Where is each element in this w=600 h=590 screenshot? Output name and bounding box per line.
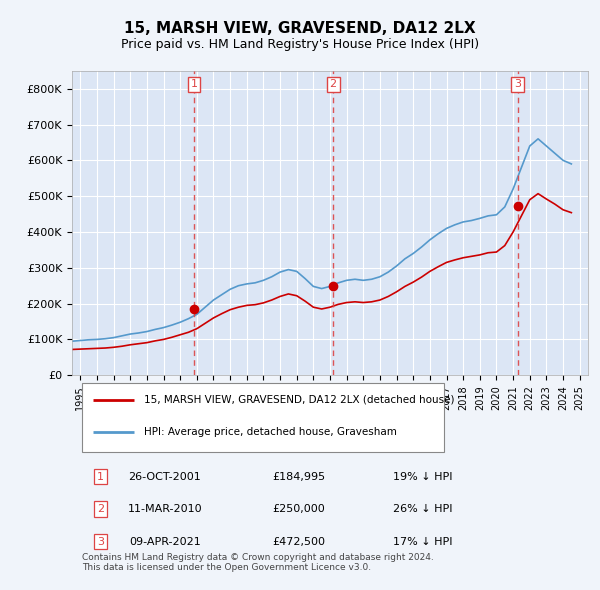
Text: £184,995: £184,995 [272,472,326,481]
Text: £250,000: £250,000 [272,504,325,514]
Text: £472,500: £472,500 [272,537,326,547]
Text: 2: 2 [329,80,337,90]
Text: 1: 1 [97,472,104,481]
Text: HPI: Average price, detached house, Gravesham: HPI: Average price, detached house, Grav… [144,427,397,437]
Text: 19% ↓ HPI: 19% ↓ HPI [393,472,452,481]
Text: 26-OCT-2001: 26-OCT-2001 [128,472,201,481]
Text: 3: 3 [514,80,521,90]
Text: 26% ↓ HPI: 26% ↓ HPI [393,504,452,514]
Text: 17% ↓ HPI: 17% ↓ HPI [393,537,452,547]
Text: Price paid vs. HM Land Registry's House Price Index (HPI): Price paid vs. HM Land Registry's House … [121,38,479,51]
Text: 1: 1 [190,80,197,90]
Text: Contains HM Land Registry data © Crown copyright and database right 2024.
This d: Contains HM Land Registry data © Crown c… [82,553,434,572]
Text: 15, MARSH VIEW, GRAVESEND, DA12 2LX (detached house): 15, MARSH VIEW, GRAVESEND, DA12 2LX (det… [144,395,455,405]
Text: 15, MARSH VIEW, GRAVESEND, DA12 2LX: 15, MARSH VIEW, GRAVESEND, DA12 2LX [124,21,476,35]
Text: 2: 2 [97,504,104,514]
Text: 11-MAR-2010: 11-MAR-2010 [128,504,202,514]
Bar [82,384,443,453]
Text: 3: 3 [97,537,104,547]
Text: 09-APR-2021: 09-APR-2021 [129,537,201,547]
